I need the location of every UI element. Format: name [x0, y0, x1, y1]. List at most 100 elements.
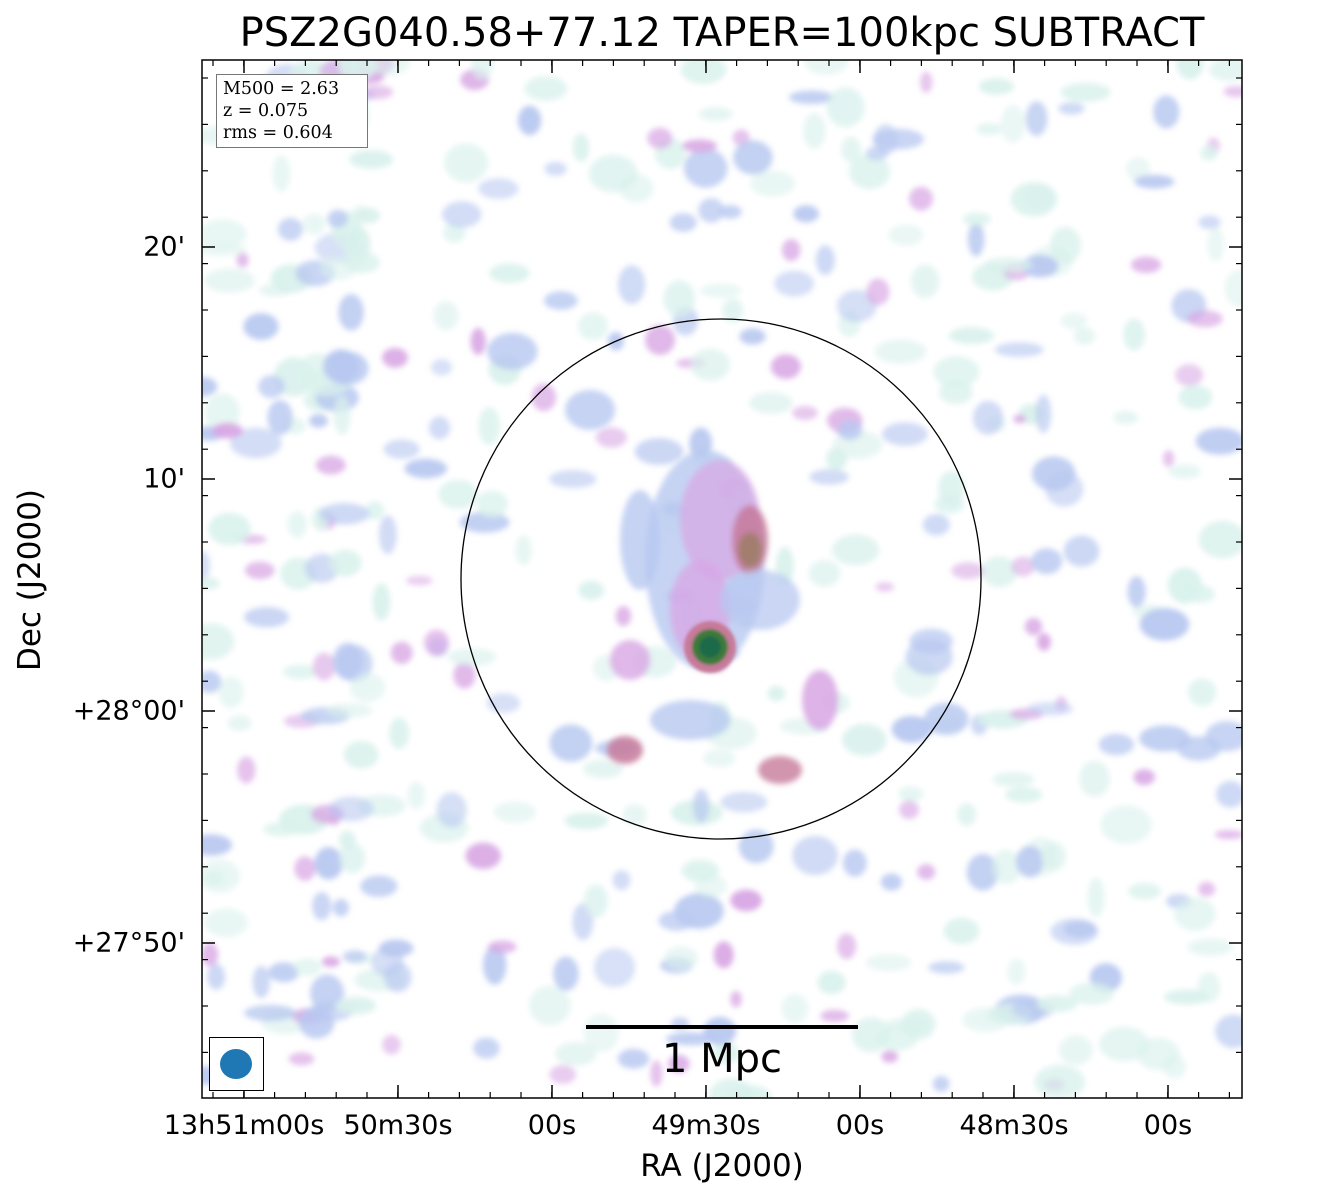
noise-blob	[1174, 897, 1216, 931]
noise-blob	[349, 672, 386, 703]
y-tick-label: +28°00'	[72, 695, 185, 727]
noise-blob	[383, 439, 420, 459]
noise-blob	[531, 383, 556, 412]
noise-blob	[202, 943, 219, 967]
noise-blob	[1200, 145, 1218, 161]
cluster-info-box: M500 = 2.63 z = 0.075 rms = 0.604	[216, 74, 368, 148]
noise-blob	[252, 965, 270, 999]
noise-blob	[1187, 938, 1234, 956]
noise-blob	[928, 961, 965, 974]
noise-blob	[302, 213, 326, 235]
noise-blob	[767, 685, 786, 702]
noise-blob	[577, 312, 609, 341]
noise-blob	[1153, 95, 1180, 129]
noise-blob	[692, 789, 710, 823]
noise-blob	[483, 945, 507, 985]
noise-blob	[564, 812, 609, 830]
noise-blob	[991, 849, 1022, 885]
noise-blob	[441, 201, 482, 228]
r500-circle	[460, 318, 982, 840]
noise-blob	[423, 629, 450, 656]
noise-blob	[781, 993, 809, 1024]
noise-blob	[1040, 841, 1067, 871]
noise-blob	[202, 623, 235, 660]
noise-blob	[378, 515, 397, 555]
noise-blob	[1223, 86, 1242, 98]
noise-blob	[680, 60, 727, 84]
noise-blob	[202, 670, 222, 694]
noise-blob	[700, 283, 742, 298]
x-tick-label: 00s	[835, 1110, 885, 1141]
emission-blob	[802, 670, 838, 730]
noise-blob	[1026, 702, 1074, 716]
noise-blob	[325, 703, 373, 718]
noise-blob	[339, 843, 366, 874]
noise-blob	[665, 1032, 716, 1046]
noise-blob	[983, 257, 1033, 273]
noise-blob	[1073, 327, 1096, 345]
noise-blob	[809, 469, 849, 485]
noise-blob	[1214, 830, 1242, 840]
noise-blob	[866, 278, 890, 306]
noise-blob	[478, 178, 519, 200]
y-tick-label: 20'	[143, 231, 185, 263]
noise-blob	[327, 209, 348, 228]
noise-blob	[515, 535, 532, 566]
noise-blob	[443, 222, 466, 243]
noise-blob	[1058, 102, 1085, 115]
noise-blob	[258, 284, 294, 297]
noise-blob	[332, 642, 363, 680]
map-overlays	[460, 318, 982, 1029]
noise-blob	[658, 910, 695, 931]
noise-blob	[841, 136, 861, 163]
noise-blob	[713, 941, 734, 969]
noise-blob	[1163, 1055, 1186, 1079]
x-tick-label: 13h51m00s	[163, 1110, 325, 1141]
noise-blob	[329, 549, 362, 577]
noise-blob	[1198, 520, 1242, 559]
noise-blob	[244, 1004, 296, 1022]
noise-blob	[934, 495, 965, 514]
noise-blob	[583, 1013, 619, 1052]
noise-blob	[1207, 227, 1224, 262]
chart-title: PSZ2G040.58+77.12 TAPER=100kpc SUBTRACT	[239, 10, 1205, 56]
noise-blob	[792, 405, 818, 421]
noise-blob	[332, 898, 349, 917]
noise-blob	[204, 908, 248, 938]
noise-blob	[836, 289, 877, 323]
noise-blob	[1100, 805, 1152, 844]
noise-blob	[622, 804, 647, 826]
noise-blob	[218, 676, 244, 708]
noise-blob	[1024, 617, 1043, 636]
noise-blob	[1139, 725, 1191, 752]
noise-blob	[739, 328, 766, 345]
emission-blob	[650, 700, 730, 740]
noise-blob	[842, 849, 867, 877]
noise-blob	[849, 153, 890, 190]
noise-blob	[966, 853, 999, 891]
noise-blob	[1187, 310, 1223, 328]
noise-blob	[1005, 786, 1043, 803]
noise-blob	[487, 940, 517, 954]
y-axis-label: Dec (J2000)	[12, 488, 48, 672]
noise-blob	[1025, 101, 1048, 137]
noise-blob	[681, 859, 719, 882]
noise-blob	[618, 265, 646, 305]
noise-blob	[1113, 410, 1139, 425]
noise-blob	[312, 652, 336, 681]
noise-blob	[202, 551, 211, 581]
noise-blob	[312, 891, 332, 921]
noise-blob	[774, 270, 815, 297]
info-redshift: z = 0.075	[223, 101, 309, 121]
noise-blob	[1128, 883, 1161, 900]
noise-blob	[898, 786, 924, 802]
noise-blob	[382, 1034, 401, 1055]
noise-blob	[804, 60, 849, 75]
noise-blob	[1060, 312, 1088, 330]
noise-blob	[792, 835, 838, 876]
noise-blob	[832, 534, 880, 566]
noise-blob	[335, 996, 377, 1015]
noise-blob	[438, 479, 478, 509]
noise-blob	[882, 422, 928, 446]
noise-blob	[1021, 254, 1059, 278]
